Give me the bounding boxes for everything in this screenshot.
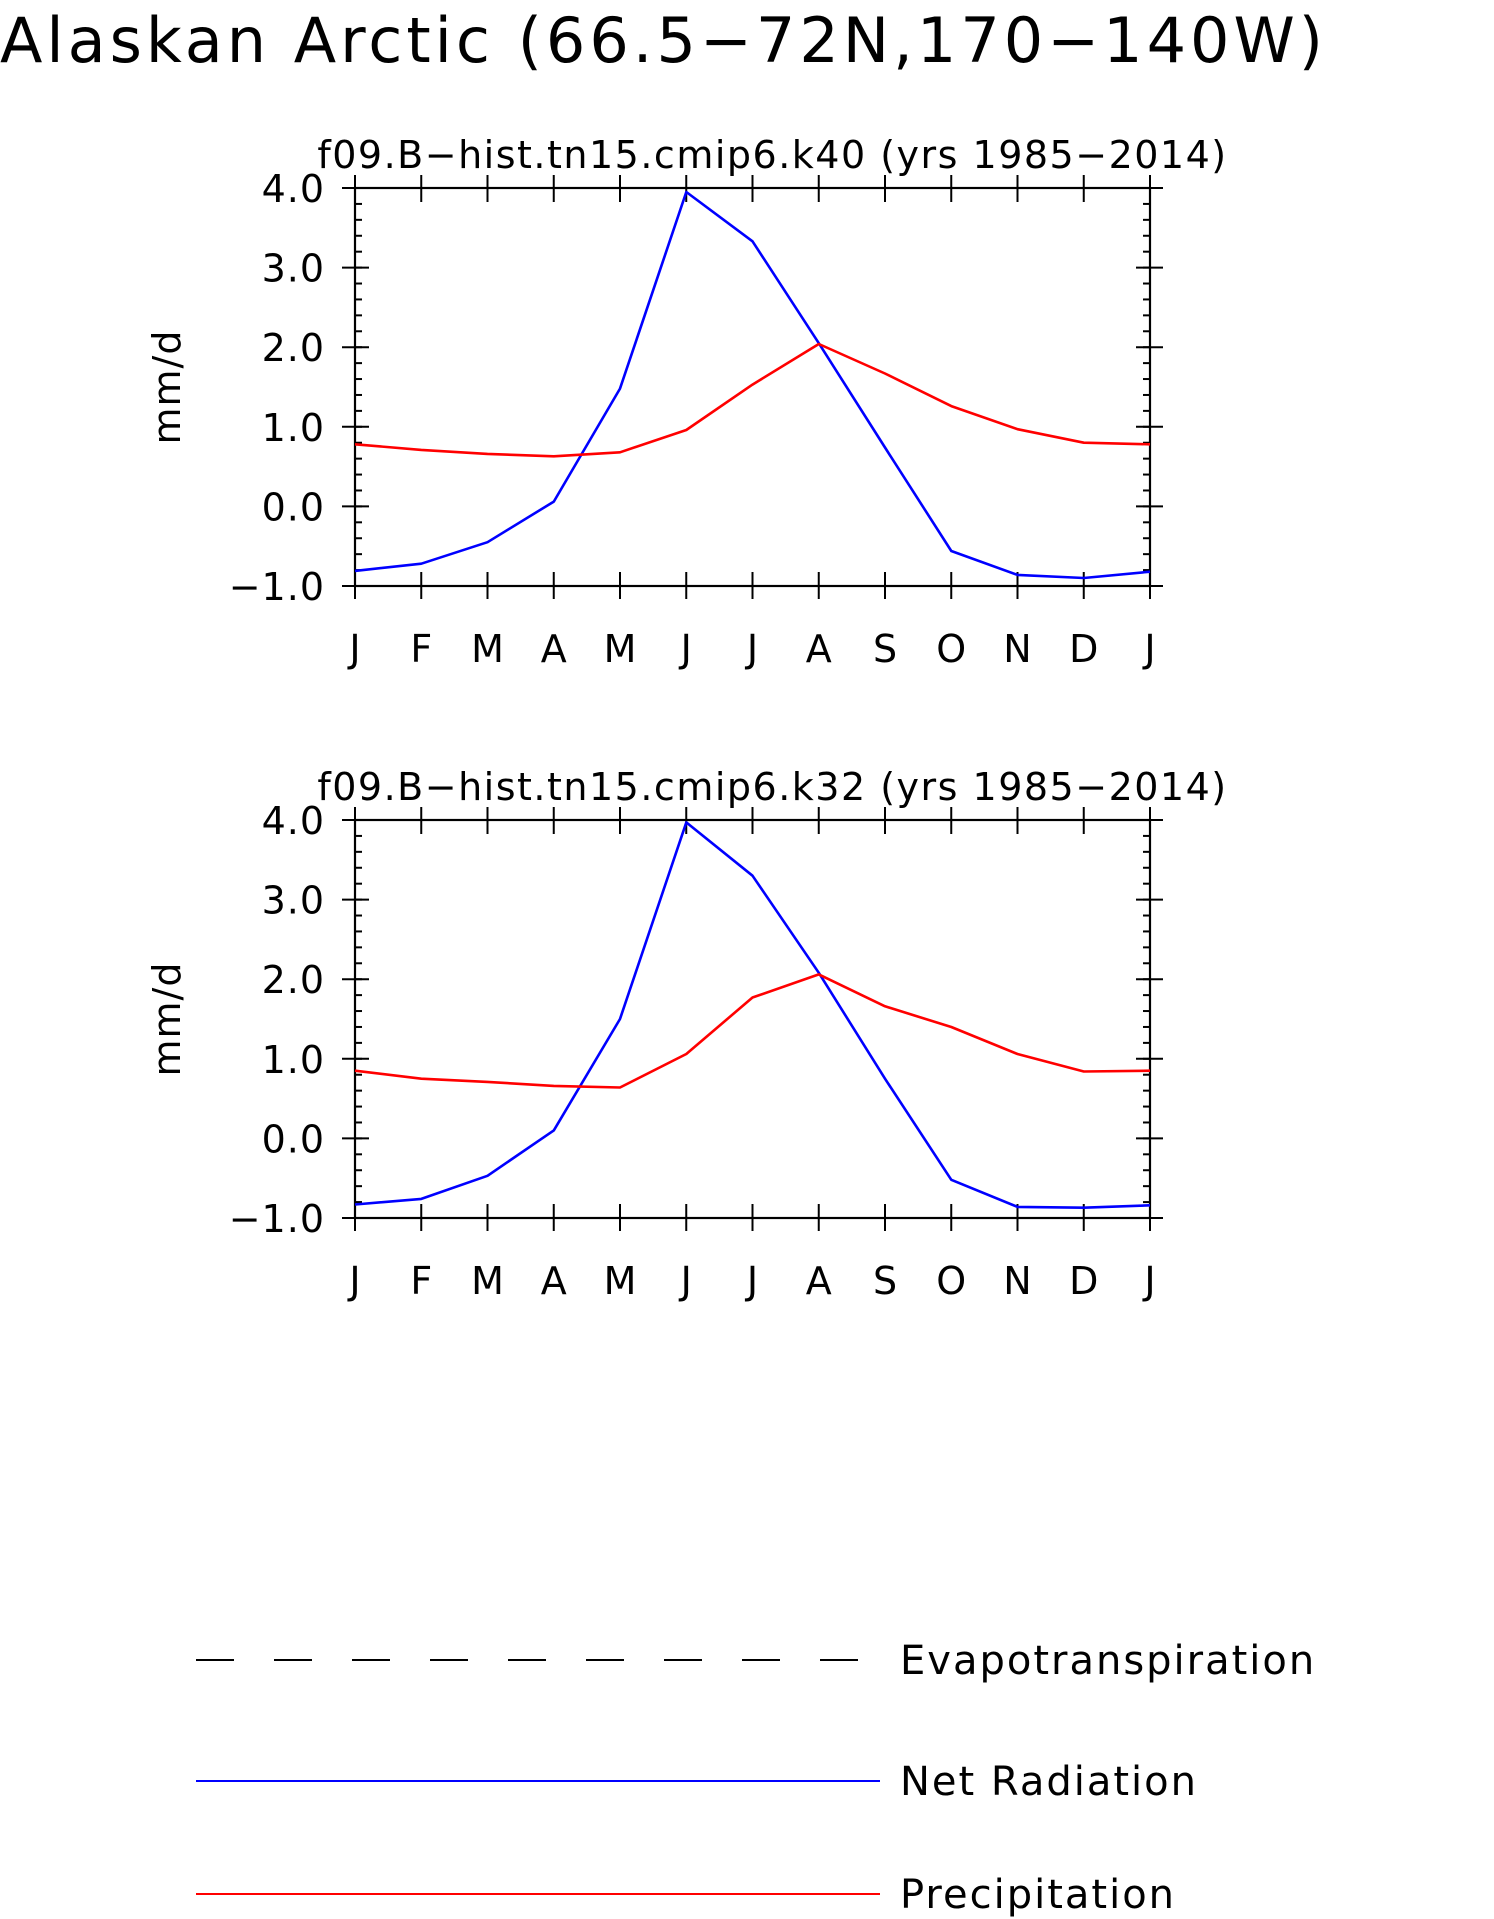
x-tick-label: A [541,627,567,671]
panel-title: f09.B−hist.tn15.cmip6.k32 (yrs 1985−2014… [317,765,1227,809]
main-title: Alaskan Arctic (66.5−72N,170−140W) [0,4,1327,77]
y-tick-label: 2.0 [262,326,325,370]
x-tick-label: N [1003,1259,1031,1303]
x-tick-label: J [1142,1259,1155,1303]
chart-panel-2: f09.B−hist.tn15.cmip6.k32 (yrs 1985−2014… [145,765,1227,1303]
y-tick-label: 1.0 [262,406,325,450]
x-tick-label: A [806,1259,832,1303]
x-tick-label: J [347,1259,360,1303]
y-tick-label: 4.0 [262,167,325,211]
x-tick-label: D [1069,1259,1098,1303]
chart-panels: f09.B−hist.tn15.cmip6.k40 (yrs 1985−2014… [145,133,1227,1303]
x-tick-label: N [1003,627,1031,671]
legend-label: Precipitation [900,1872,1176,1918]
series-line-net-radiation [354,190,1151,580]
y-axis-label: mm/d [145,962,189,1077]
y-tick-label: 0.0 [262,485,325,529]
y-tick-label: 3.0 [262,879,325,923]
plot-frame [353,186,1152,588]
x-tick-label: F [410,1259,432,1303]
x-tick-label: S [873,627,897,671]
x-tick-label: J [745,1259,758,1303]
x-tick-label: M [471,1259,504,1303]
y-tick-label: 2.0 [262,958,325,1002]
x-tick-label: A [541,1259,567,1303]
x-tick-label: A [806,627,832,671]
y-tick-label: 4.0 [262,799,325,843]
x-tick-label: F [410,627,432,671]
x-tick-label: J [679,627,692,671]
series-line-net-radiation [354,821,1151,1209]
legend-label: Net Radiation [900,1759,1198,1805]
x-tick-label: M [471,627,504,671]
y-tick-label: 1.0 [262,1038,325,1082]
x-tick-label: D [1069,627,1098,671]
x-tick-label: J [347,627,360,671]
legend: Evapotranspiration Net Radiation Precipita… [196,1638,1316,1918]
x-tick-label: S [873,1259,897,1303]
series-line-precipitation [354,342,1151,458]
plot-frame [353,818,1152,1220]
series-line-precipitation [354,973,1151,1089]
x-tick-label: O [936,627,966,671]
x-tick-label: M [604,1259,637,1303]
x-tick-label: M [604,627,637,671]
y-tick-label: −1.0 [229,1197,325,1241]
legend-label: Evapotranspiration [900,1638,1316,1684]
x-tick-label: O [936,1259,966,1303]
x-tick-label: J [679,1259,692,1303]
x-tick-label: J [745,627,758,671]
y-axis-label: mm/d [145,330,189,445]
y-tick-label: 3.0 [262,247,325,291]
x-tick-label: J [1142,627,1155,671]
chart-panel-1: f09.B−hist.tn15.cmip6.k40 (yrs 1985−2014… [145,133,1227,671]
y-tick-label: 0.0 [262,1117,325,1161]
panel-title: f09.B−hist.tn15.cmip6.k40 (yrs 1985−2014… [317,133,1227,177]
y-tick-label: −1.0 [229,565,325,609]
